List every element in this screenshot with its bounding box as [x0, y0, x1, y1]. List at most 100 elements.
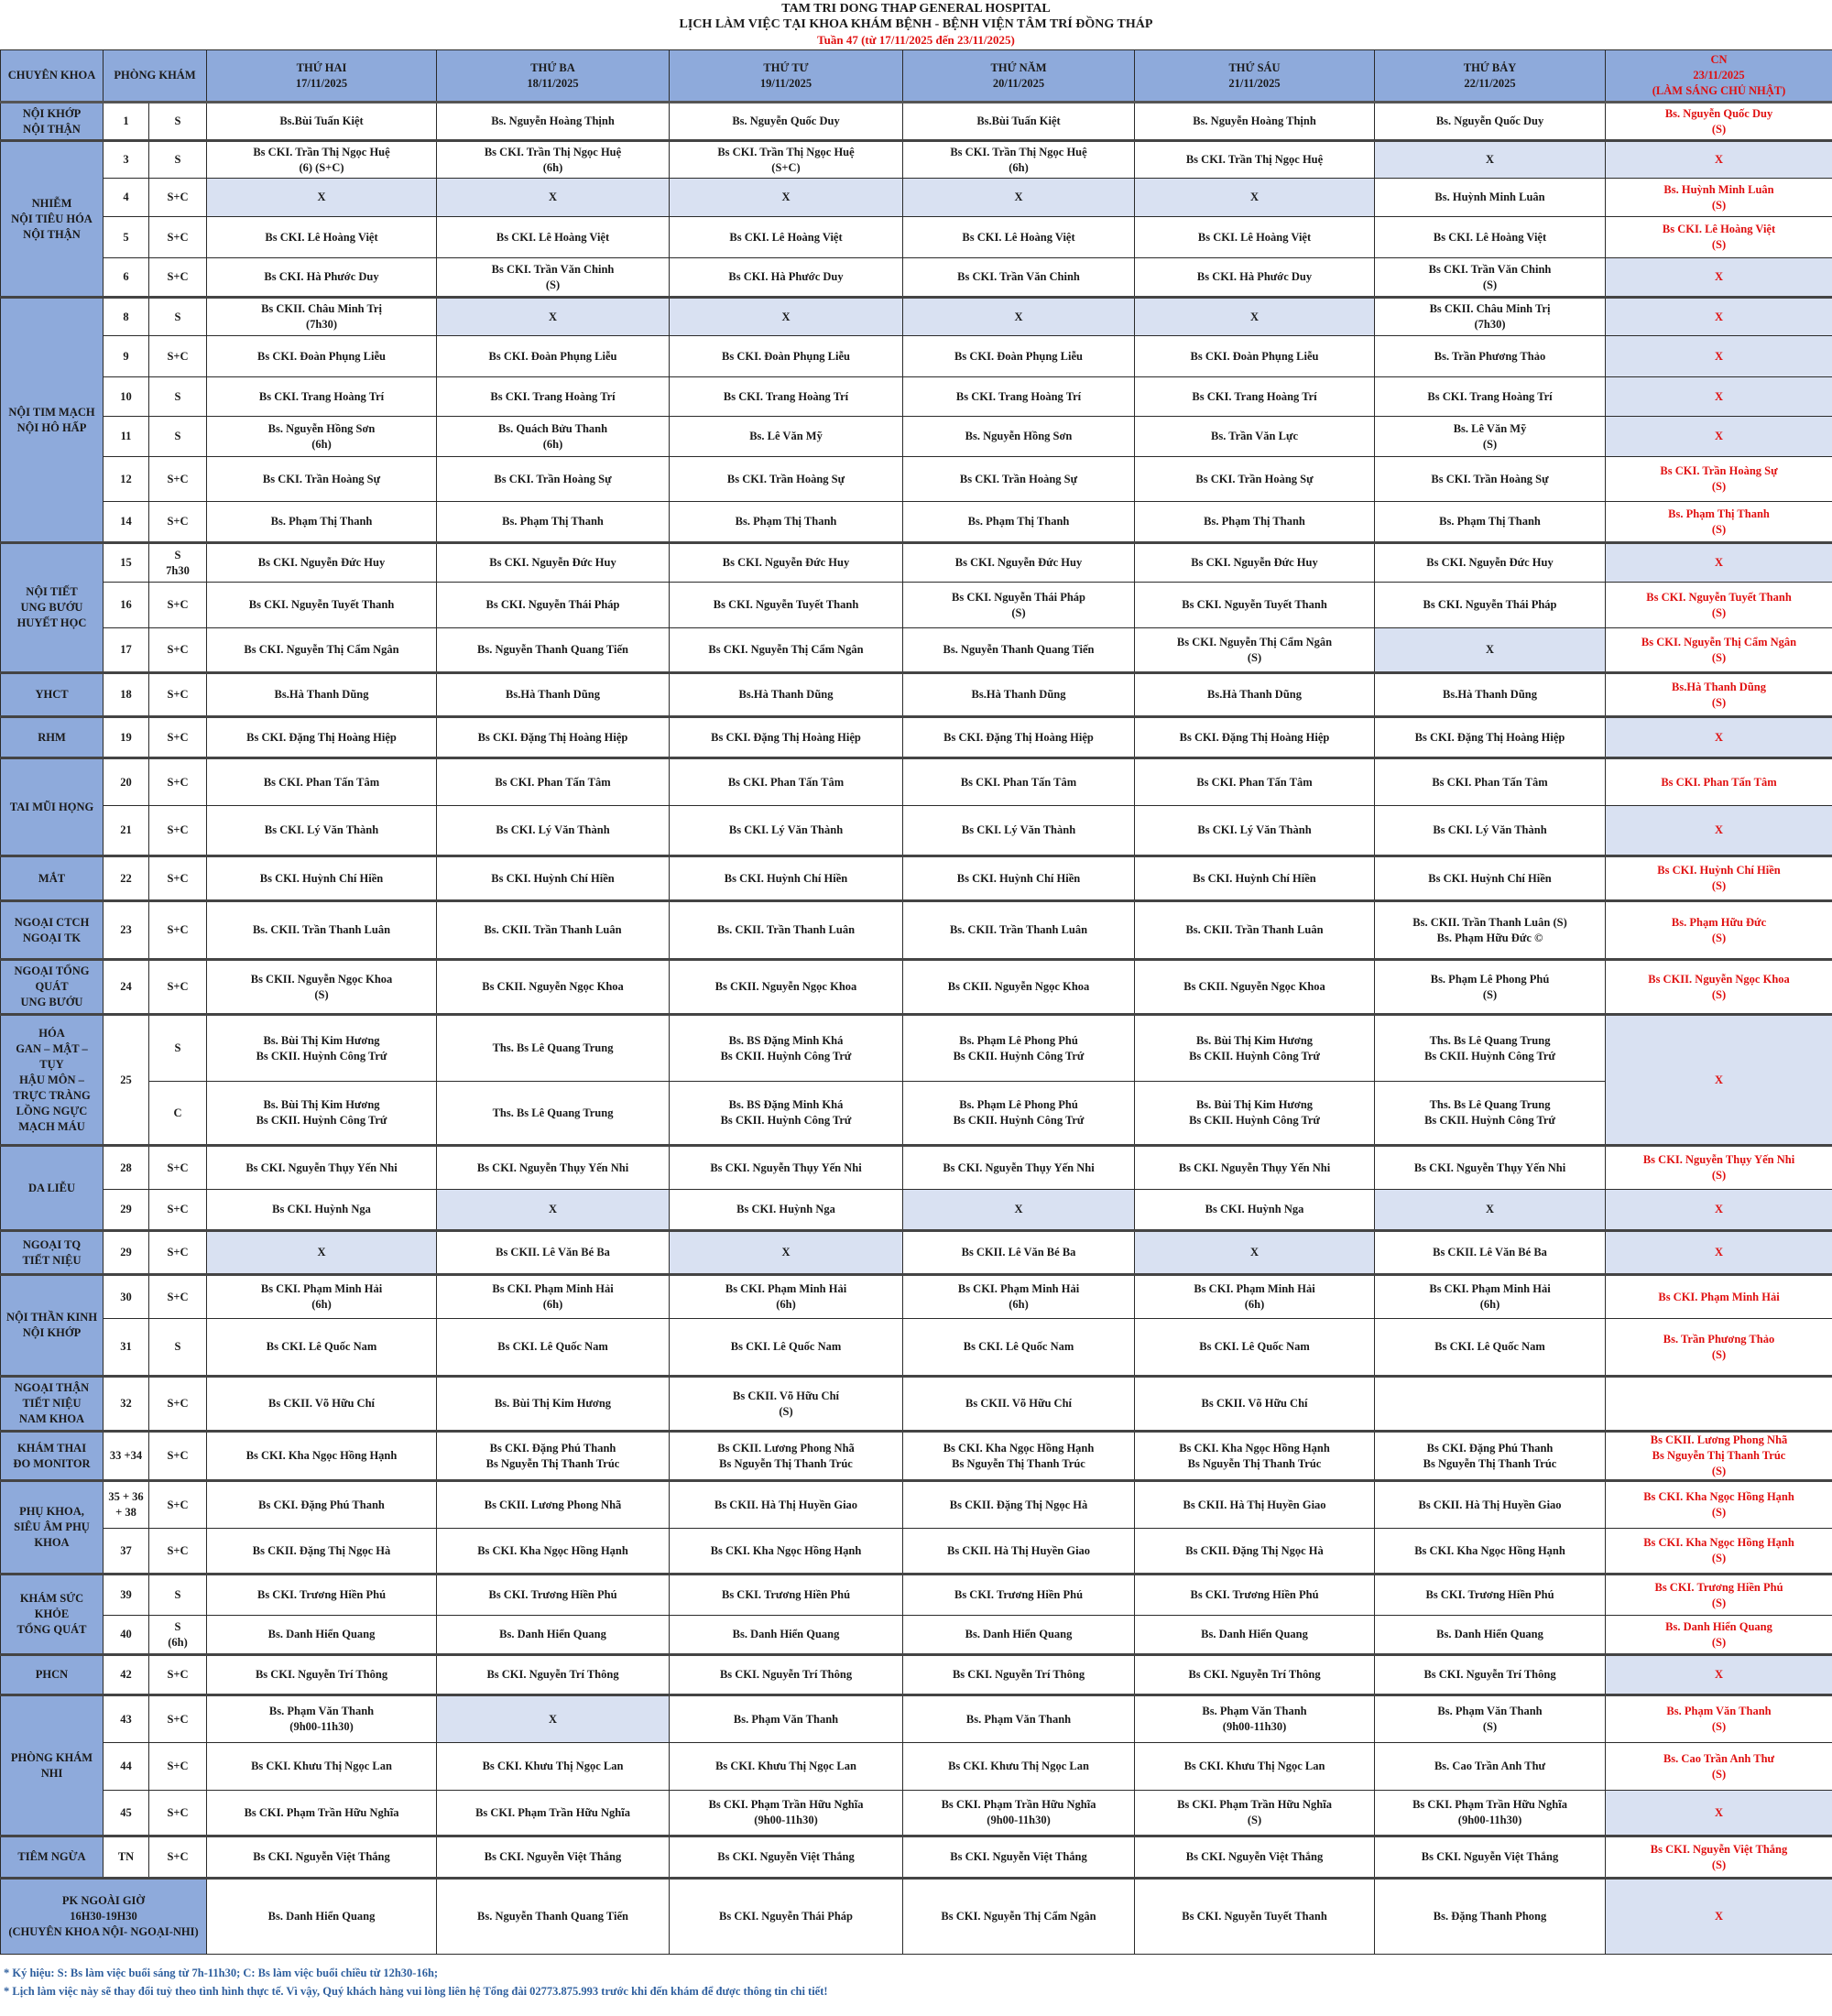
doctor-cell: Bs CKI. Nguyễn Tuyết Thanh [1134, 582, 1376, 628]
doctor-cell: Bs CKI. Đặng Phú Thanh [206, 1479, 438, 1529]
doctor-cell: Bs CKI. Nguyễn Đức Huy [206, 541, 438, 583]
room-number: 3 [103, 139, 149, 179]
doctor-cell: Bs CKI. Nguyễn Trí Thông [902, 1653, 1136, 1695]
session-cell: S+C [147, 1835, 208, 1879]
session-cell: S 7h30 [147, 541, 208, 583]
doctor-cell: Bs CKI. Trần Hoàng Sự [902, 456, 1136, 502]
doctor-cell [1605, 1375, 1832, 1432]
doctor-cell: Bs. Huỳnh Minh Luân (S) [1605, 178, 1832, 217]
closed-cell: X [1134, 178, 1376, 217]
session-cell: S+C [147, 899, 208, 960]
doctor-cell: Bs. Bùi Thị Kim Hương [436, 1375, 671, 1432]
notes: * Ký hiệu: S: Bs làm việc buổi sáng từ 7… [0, 1964, 1832, 2000]
doctor-cell: Bs. Trần Phương Thảo [1374, 335, 1607, 377]
closed-cell: X [1605, 1013, 1832, 1146]
closed-cell: X [902, 178, 1136, 217]
table-row: 40 S (6h) Bs. Danh Hiển Quang Bs. Danh Hiển… [1, 1615, 1832, 1655]
doctor-cell: Bs CKI. Kha Ngọc Hồng Hạnh Bs Nguyễn Thị… [902, 1430, 1136, 1481]
doctor-cell: Bs CKI. Huỳnh Nga [669, 1189, 904, 1231]
room-header: PHÒNG KHÁM [102, 49, 208, 104]
table-row: NỘI TIẾT UNG BƯỚU HUYẾT HỌC 15 S 7h30 Bs CK… [0, 541, 1832, 673]
room-number: 21 [103, 805, 149, 856]
doctor-cell: Bs CKI. Đoàn Phụng Liễu [669, 335, 904, 377]
table-row: C Bs. Bùi Thị Kim Hương Bs CKII. Huỳnh Cô… [1, 1081, 1832, 1146]
disclaimer-note: * Lịch làm việc này sẽ thay đổi tuỳ theo… [4, 1985, 828, 1998]
doctor-cell: Bs CKI. Trương Hiền Phú [436, 1573, 671, 1616]
doctor-cell: Bs CKI. Nguyễn Thụy Yến Nhi [669, 1144, 904, 1190]
doctor-cell: Bs CKI. Huỳnh Chí Hiền [1374, 855, 1607, 901]
doctor-cell: Bs. Đặng Thanh Phong [1374, 1877, 1607, 1955]
closed-cell: X [1605, 715, 1832, 758]
table-row: 5 S+C Bs CKI. Lê Hoàng Việt Bs CKI. Lê Hoàn… [1, 216, 1832, 258]
week-range: Tuần 47 (từ 17/11/2025 đến 23/11/2025) [817, 33, 1015, 47]
doctor-cell: Bs CKI. Trang Hoàng Trí [902, 376, 1136, 417]
doctor-cell: Bs CKI. Đặng Thị Hoàng Hiệp [1374, 715, 1607, 758]
day-header-thu: THỨ NĂM 20/11/2025 [902, 49, 1136, 104]
doctor-cell: Bs. Phạm Văn Thanh [669, 1694, 904, 1743]
room-number: 44 [103, 1742, 149, 1791]
session-cell: S+C [147, 1375, 208, 1432]
room-number: 33 +34 [103, 1430, 149, 1481]
doctor-cell: Bs. Phạm Văn Thanh (S) [1605, 1694, 1832, 1743]
doctor-cell: Bs CKI. Trần Hoàng Sự [206, 456, 438, 502]
table-row: YHCT 18 S+C Bs.Hà Thanh Dũng Bs.Hà Thanh Dũn… [0, 671, 1832, 717]
doctor-cell: Bs. Cao Trần Anh Thư (S) [1605, 1742, 1832, 1791]
closed-cell: X [669, 1229, 904, 1275]
specialty-cell: NGOẠI THẬN TIẾT NIỆU NAM KHOA [0, 1375, 104, 1432]
closed-cell: X [436, 1189, 671, 1231]
doctor-cell: Bs CKII. Châu Minh Trị (7h30) [206, 296, 438, 336]
doctor-cell: Bs CKI. Nguyễn Thị Cẩm Ngân [902, 1877, 1136, 1955]
doctor-cell: Bs. Trần Văn Lực [1134, 416, 1376, 457]
doctor-cell: Bs.Bùi Tuấn Kiệt [902, 101, 1136, 141]
doctor-cell: Bs CKI. Kha Ngọc Hồng Hạnh (S) [1605, 1479, 1832, 1529]
doctor-cell: Bs CKI. Nguyễn Việt Thắng [902, 1835, 1136, 1879]
doctor-cell: Bs CKI. Kha Ngọc Hồng Hạnh Bs Nguyễn Thị… [1134, 1430, 1376, 1481]
doctor-cell: Bs. Nguyễn Hoàng Thịnh [436, 101, 671, 141]
header-row: CHUYÊN KHOA PHÒNG KHÁM THỨ HAI 17/11/202… [0, 49, 1832, 104]
doctor-cell: Bs CKI. Nguyễn Trí Thông [436, 1653, 671, 1695]
doctor-cell: Bs CKI. Nguyễn Trí Thông [669, 1653, 904, 1695]
doctor-cell: Bs CKI. Nguyễn Thái Pháp [436, 582, 671, 628]
doctor-cell: Bs. Nguyễn Hồng Sơn [902, 416, 1136, 457]
doctor-cell: Bs CKI. Nguyễn Việt Thắng [1134, 1835, 1376, 1879]
doctor-cell: Bs. Nguyễn Hoàng Thịnh [1134, 101, 1376, 141]
doctor-cell: Bs CKI. Trần Văn Chinh (S) [1374, 257, 1607, 298]
table-row: KHÁM SỨC KHỎE TỔNG QUÁT 39 S Bs CKI. Trương… [0, 1573, 1832, 1655]
table-row: TAI MŨI HỌNG 20 S+C Bs CKI. Phan Tấn Tâm Bs … [0, 757, 1832, 856]
doctor-cell: Bs. Phạm Thị Thanh [206, 501, 438, 543]
doctor-cell: Bs CKI. Huỳnh Chí Hiền [1134, 855, 1376, 901]
room-number: 32 [103, 1375, 149, 1432]
specialty-cell: NỘI KHỚP NỘI THẬN [0, 101, 104, 141]
room-number: 28 [103, 1144, 149, 1190]
closed-cell: X [1374, 139, 1607, 179]
room-number: 19 [103, 715, 149, 758]
doctor-cell: Bs CKI. Phạm Minh Hải [1605, 1273, 1832, 1319]
doctor-cell: Bs CKI. Lý Văn Thành [436, 805, 671, 856]
doctor-cell: Bs CKI. Đặng Thị Hoàng Hiệp [1134, 715, 1376, 758]
doctor-cell: Bs CKI. Trần Hoàng Sự [1134, 456, 1376, 502]
specialty-cell: TIÊM NGỪA [0, 1835, 104, 1879]
room-number: 29 [103, 1229, 149, 1275]
doctor-cell: Bs CKI. Phạm Trần Hữu Nghĩa [436, 1790, 671, 1836]
doctor-cell: Bs. Danh Hiển Quang [206, 1877, 438, 1955]
doctor-cell: Bs CKII. Nguyễn Ngọc Khoa (S) [1605, 958, 1832, 1015]
room-number: 42 [103, 1653, 149, 1695]
table-row: PHÒNG KHÁM NHI 43 S+C Bs. Phạm Văn Thanh (9… [0, 1694, 1832, 1836]
closed-cell: X [206, 178, 438, 217]
session-cell: S+C [147, 757, 208, 806]
doctor-cell: Bs CKI. Đặng Phú Thanh Bs Nguyễn Thị Tha… [436, 1430, 671, 1481]
doctor-cell: Bs CKI. Phạm Minh Hải (6h) [206, 1273, 438, 1319]
closed-cell: X [436, 178, 671, 217]
room-number: 23 [103, 899, 149, 960]
specialty-cell: RHM [0, 715, 104, 758]
closed-cell: X [1605, 1229, 1832, 1275]
closed-cell: X [1134, 1229, 1376, 1275]
doctor-cell: Bs CKI. Lê Quốc Nam [1134, 1318, 1376, 1377]
doctor-cell: Bs CKI. Phạm Minh Hải (6h) [902, 1273, 1136, 1319]
doctor-cell: Bs CKI. Hà Phước Duy [669, 257, 904, 298]
doctor-cell: Bs CKI. Nguyễn Đức Huy [1374, 541, 1607, 583]
doctor-cell: Bs. Bùi Thị Kim Hương Bs CKII. Huỳnh Côn… [1134, 1013, 1376, 1082]
session-cell: S+C [147, 257, 208, 298]
specialty-cell: YHCT [0, 671, 104, 717]
room-number: 40 [103, 1615, 149, 1655]
